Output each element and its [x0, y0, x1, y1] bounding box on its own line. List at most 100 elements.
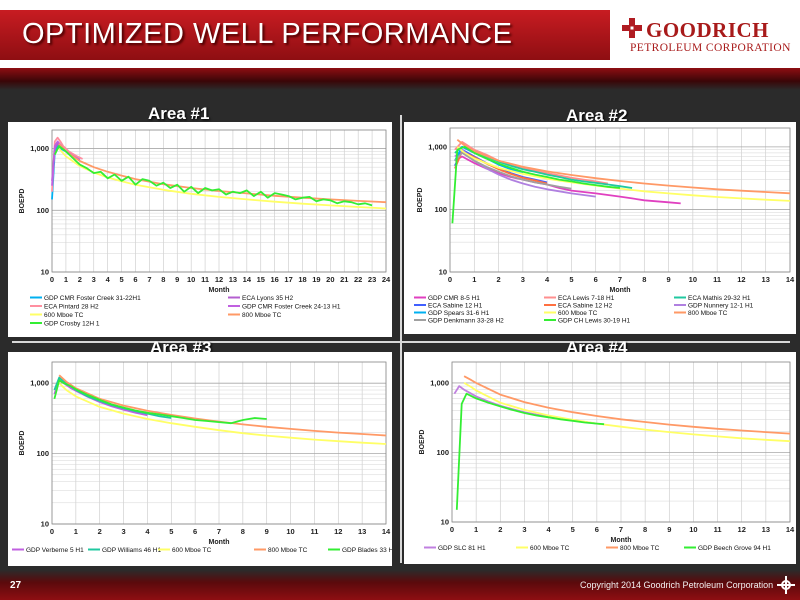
y-axis-label: BOEPD	[419, 430, 426, 455]
x-tick-label: 18	[298, 275, 306, 284]
plot-frame	[451, 361, 791, 523]
x-tick-label: 7	[147, 275, 151, 284]
chart-background	[404, 352, 796, 564]
x-tick-label: 8	[161, 275, 165, 284]
x-tick-label: 2	[496, 275, 500, 284]
y-tick-label: 1,000	[428, 142, 447, 151]
x-tick-label: 3	[121, 527, 125, 536]
x-tick-label: 8	[241, 527, 245, 536]
series-line	[454, 151, 572, 190]
legend-entry: 600 Mboe TC	[558, 310, 598, 317]
y-tick-label: 10	[41, 268, 49, 277]
x-tick-label: 13	[762, 525, 770, 534]
x-tick-label: 9	[265, 527, 269, 536]
y-tick-label: 100	[36, 449, 49, 458]
x-tick-label: 5	[571, 525, 575, 534]
x-tick-label: 3	[92, 275, 96, 284]
logo-name: GOODRICH	[646, 18, 770, 42]
plot-frame	[51, 129, 387, 273]
page-title: OPTIMIZED WELL PERFORMANCE	[22, 18, 513, 50]
plot-frame	[51, 361, 387, 525]
area-1-chart: 0 1 2 3 4 5 6 7 8 9 10 11 12 13 14 15 16 17 18 19 20 21 22 23 24…	[8, 122, 392, 337]
legend-entry: 600 Mboe TC	[44, 312, 84, 319]
x-tick-label: 1	[472, 275, 476, 284]
area-2-title: Area #2	[566, 106, 628, 125]
x-tick-label: 1	[74, 527, 78, 536]
x-axis-label: Month	[209, 287, 230, 294]
series-line	[53, 379, 267, 425]
x-tick-label: 12	[737, 275, 745, 284]
x-tick-label: 1	[474, 525, 478, 534]
legend-entry: 800 Mboe TC	[242, 312, 282, 319]
x-tick-label: 0	[50, 275, 54, 284]
legend-entry: ECA Lewis 7-18 H1	[558, 295, 615, 302]
x-tick-label: 8	[642, 275, 646, 284]
legend-entry: GDP CMR Foster Creek 31-22H1	[44, 295, 141, 302]
x-tick-label: 4	[546, 525, 551, 534]
legend-entry: 800 Mboe TC	[620, 545, 660, 552]
legend-entry: 800 Mboe TC	[688, 310, 728, 317]
x-tick-label: 15	[257, 275, 265, 284]
legend-entry: ECA Pintard 28 H2	[44, 304, 99, 311]
x-tick-label: 21	[340, 275, 348, 284]
x-tick-label: 22	[354, 275, 362, 284]
x-tick-label: 14	[786, 525, 795, 534]
x-tick-label: 13	[762, 275, 770, 284]
x-tick-label: 0	[450, 525, 454, 534]
logo-mark-icon	[622, 18, 642, 38]
legend-entry: GDP CMR Foster Creek 24-13 H1	[242, 304, 341, 311]
x-tick-label: 12	[334, 527, 342, 536]
series-line	[58, 143, 387, 204]
area-3-chart: 0 1 2 3 4 5 6 7 8 9 10 11 12 13 14101001,000MonthBOEPD…	[8, 352, 392, 566]
y-axis-label: BOEPD	[19, 431, 26, 456]
y-axis-label: BOEPD	[19, 189, 26, 214]
y-tick-label: 10	[439, 268, 447, 277]
gridlines	[449, 127, 791, 273]
series-line	[463, 382, 791, 443]
x-tick-label: 2	[498, 525, 502, 534]
y-tick-label: 1,000	[30, 379, 49, 388]
legend-entry: GDP Blades 33 H1	[342, 547, 392, 554]
series-line	[455, 392, 605, 510]
x-tick-label: 7	[217, 527, 221, 536]
area-2-chart: 0 1 2 3 4 5 6 7 8 9 10 11 12 13 14101001,000MonthBOEPD…	[404, 122, 796, 334]
legend-entry: GDP Spears 31-6 H1	[428, 310, 490, 317]
x-tick-label: 11	[310, 527, 318, 536]
legend-entry: GDP CMR 8-5 H1	[428, 295, 480, 302]
y-tick-label: 1,000	[430, 378, 449, 387]
x-axis-label: Month	[209, 539, 230, 546]
series-line	[58, 147, 387, 210]
x-tick-label: 2	[98, 527, 102, 536]
x-tick-label: 6	[594, 275, 598, 284]
series-line	[51, 136, 83, 192]
x-tick-label: 3	[521, 275, 525, 284]
x-tick-label: 5	[169, 527, 173, 536]
legend-entry: GDP Verberne 5 H1	[26, 547, 84, 554]
area-4-chart: 0 1 2 3 4 5 6 7 8 9 10 11 12 13 14101001,000MonthBOEPD…	[404, 352, 796, 564]
x-tick-label: 11	[714, 525, 722, 534]
x-tick-label: 8	[643, 525, 647, 534]
y-tick-label: 100	[434, 205, 447, 214]
footer-band	[0, 570, 800, 600]
goodrich-emblem-icon	[777, 576, 795, 594]
series-line	[53, 145, 373, 207]
legend-entry: GDP SLC 81 H1	[438, 545, 486, 552]
x-tick-label: 9	[175, 275, 179, 284]
x-tick-label: 5	[119, 275, 123, 284]
x-tick-label: 6	[595, 525, 599, 534]
x-tick-label: 7	[619, 525, 623, 534]
x-axis-label: Month	[611, 537, 632, 544]
x-tick-label: 14	[382, 527, 391, 536]
y-tick-label: 100	[36, 206, 49, 215]
legend-entry: GDP Denkmann 33-28 H2	[428, 318, 504, 325]
x-tick-label: 16	[270, 275, 278, 284]
y-axis-label: BOEPD	[417, 188, 424, 213]
x-tick-label: 20	[326, 275, 334, 284]
x-tick-label: 1	[64, 275, 68, 284]
series-line	[456, 138, 791, 195]
x-tick-label: 11	[713, 275, 721, 284]
y-tick-label: 1,000	[30, 144, 49, 153]
x-tick-label: 12	[215, 275, 223, 284]
x-tick-label: 0	[448, 275, 452, 284]
x-tick-label: 6	[133, 275, 137, 284]
